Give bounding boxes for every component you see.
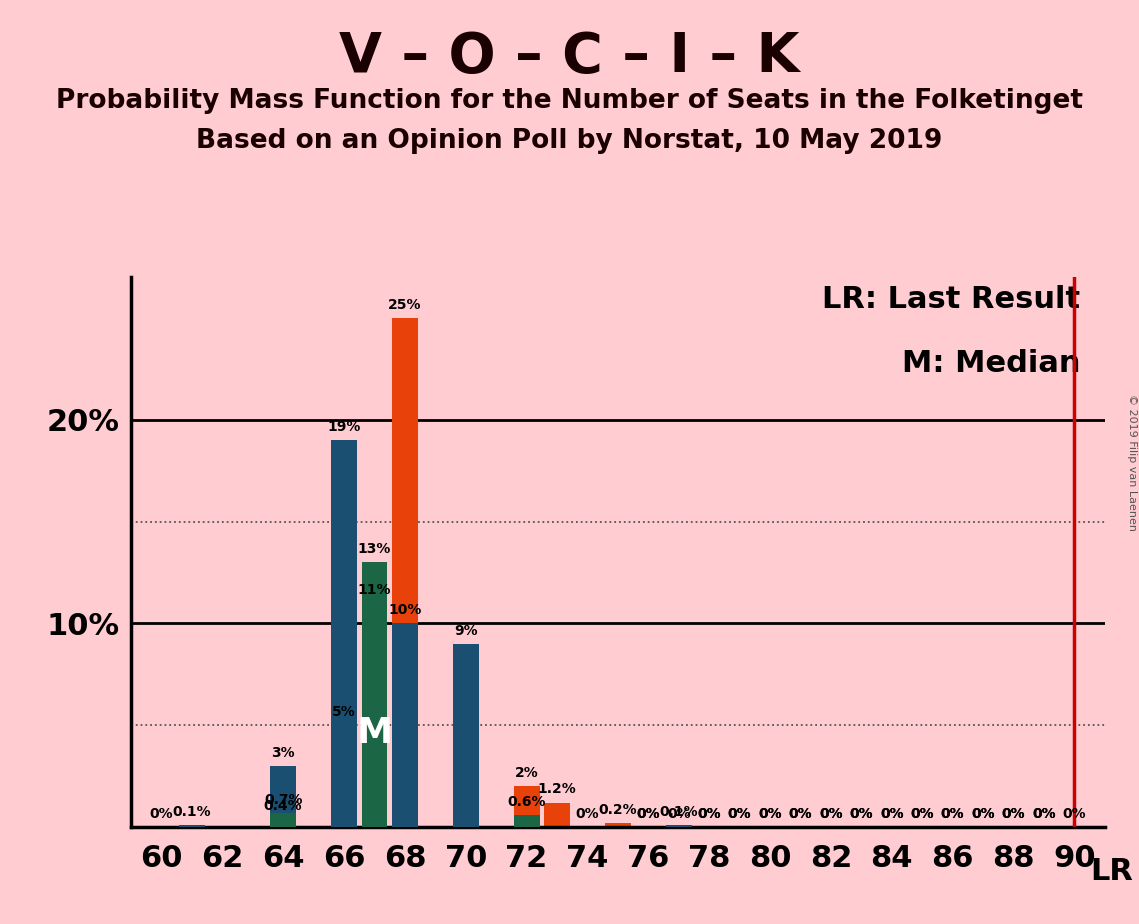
Bar [544, 803, 570, 827]
Text: M: Median: M: Median [902, 348, 1081, 378]
Text: M: M [357, 715, 393, 749]
Text: 0%: 0% [788, 807, 812, 821]
Text: © 2019 Filip van Laenen: © 2019 Filip van Laenen [1126, 394, 1137, 530]
Text: Probability Mass Function for the Number of Seats in the Folketinget: Probability Mass Function for the Number… [56, 88, 1083, 114]
Bar [361, 563, 387, 827]
Text: 0%: 0% [1032, 807, 1056, 821]
Text: 0.2%: 0.2% [599, 803, 637, 817]
Bar [392, 624, 418, 827]
Text: 0.1%: 0.1% [659, 805, 698, 819]
Bar [605, 823, 631, 827]
Text: 19%: 19% [327, 420, 361, 434]
Text: 13%: 13% [358, 542, 391, 556]
Text: 0%: 0% [880, 807, 903, 821]
Text: 0.4%: 0.4% [264, 798, 303, 813]
Bar [331, 725, 357, 827]
Text: 0%: 0% [941, 807, 965, 821]
Text: 0.6%: 0.6% [507, 795, 546, 808]
Text: LR: Last Result: LR: Last Result [822, 286, 1081, 314]
Bar [179, 825, 205, 827]
Text: 0%: 0% [941, 807, 965, 821]
Text: 0%: 0% [637, 807, 661, 821]
Bar [514, 786, 540, 827]
Text: 0%: 0% [788, 807, 812, 821]
Text: V – O – C – I – K: V – O – C – I – K [339, 30, 800, 83]
Text: 0%: 0% [759, 807, 781, 821]
Text: 11%: 11% [358, 583, 391, 597]
Text: 0%: 0% [972, 807, 994, 821]
Bar [361, 603, 387, 827]
Text: 0%: 0% [819, 807, 843, 821]
Text: 0%: 0% [697, 807, 721, 821]
Bar [514, 815, 540, 827]
Text: 10%: 10% [388, 603, 421, 617]
Text: 0%: 0% [149, 807, 173, 821]
Text: 5%: 5% [333, 705, 355, 719]
Text: 3%: 3% [271, 746, 295, 760]
Text: 0%: 0% [728, 807, 752, 821]
Text: 0%: 0% [819, 807, 843, 821]
Text: 0%: 0% [575, 807, 599, 821]
Text: 0%: 0% [1032, 807, 1056, 821]
Bar [392, 318, 418, 827]
Text: 9%: 9% [454, 624, 477, 638]
Text: 0.1%: 0.1% [172, 805, 211, 819]
Text: 0%: 0% [1001, 807, 1025, 821]
Bar [331, 440, 357, 827]
Text: 0%: 0% [972, 807, 994, 821]
Text: 0%: 0% [637, 807, 661, 821]
Text: 0%: 0% [910, 807, 934, 821]
Bar [453, 644, 478, 827]
Text: 0%: 0% [759, 807, 781, 821]
Bar [514, 815, 540, 827]
Text: 2%: 2% [515, 766, 539, 780]
Text: 1.2%: 1.2% [538, 783, 576, 796]
Bar [666, 825, 691, 827]
Bar [270, 819, 296, 827]
Text: 0%: 0% [910, 807, 934, 821]
Text: 0%: 0% [850, 807, 874, 821]
Text: 0%: 0% [728, 807, 752, 821]
Text: 0%: 0% [1063, 807, 1087, 821]
Text: 25%: 25% [388, 298, 421, 311]
Bar [270, 813, 296, 827]
Text: Based on an Opinion Poll by Norstat, 10 May 2019: Based on an Opinion Poll by Norstat, 10 … [196, 128, 943, 153]
Text: LR: LR [1090, 857, 1133, 886]
Bar [270, 766, 296, 827]
Text: 0%: 0% [850, 807, 874, 821]
Text: 0%: 0% [880, 807, 903, 821]
Text: 0%: 0% [697, 807, 721, 821]
Text: 0.7%: 0.7% [264, 793, 302, 807]
Text: 0%: 0% [667, 807, 690, 821]
Text: 0%: 0% [1001, 807, 1025, 821]
